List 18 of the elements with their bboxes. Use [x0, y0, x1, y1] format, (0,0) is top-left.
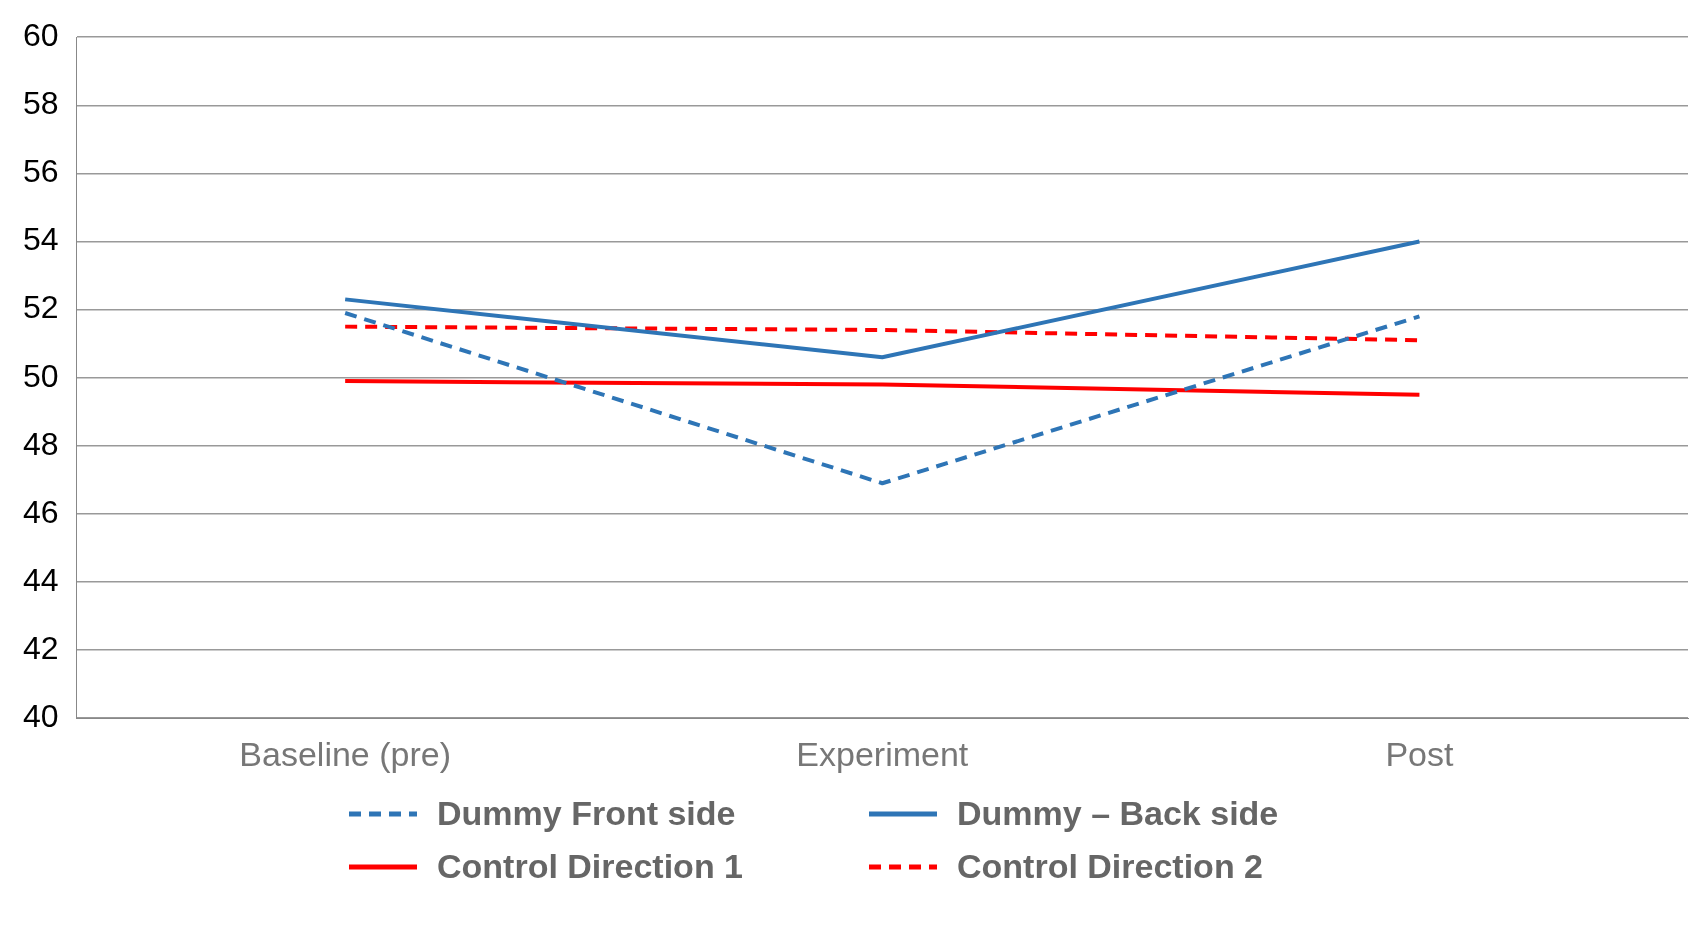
y-tick-label: 42 [23, 629, 59, 666]
y-tick-label: 46 [23, 493, 59, 530]
y-tick-label: 56 [23, 153, 59, 190]
legend-label: Dummy – Back side [957, 794, 1279, 833]
x-tick-label: Baseline (pre) [239, 734, 451, 773]
legend-label: Control Direction 1 [437, 847, 744, 886]
y-tick-label: 58 [23, 85, 59, 122]
y-tick-label: 60 [23, 17, 59, 54]
y-tick-label: 52 [23, 289, 59, 326]
y-tick-label: 44 [23, 561, 59, 598]
y-tick-label: 48 [23, 425, 59, 462]
x-tick-label: Experiment [796, 734, 969, 773]
y-tick-label: 50 [23, 357, 59, 394]
y-tick-label: 40 [23, 698, 59, 735]
x-tick-label: Post [1385, 734, 1454, 773]
legend-label: Control Direction 2 [957, 847, 1264, 886]
y-tick-label: 54 [23, 221, 59, 258]
legend-label: Dummy Front side [437, 794, 736, 833]
